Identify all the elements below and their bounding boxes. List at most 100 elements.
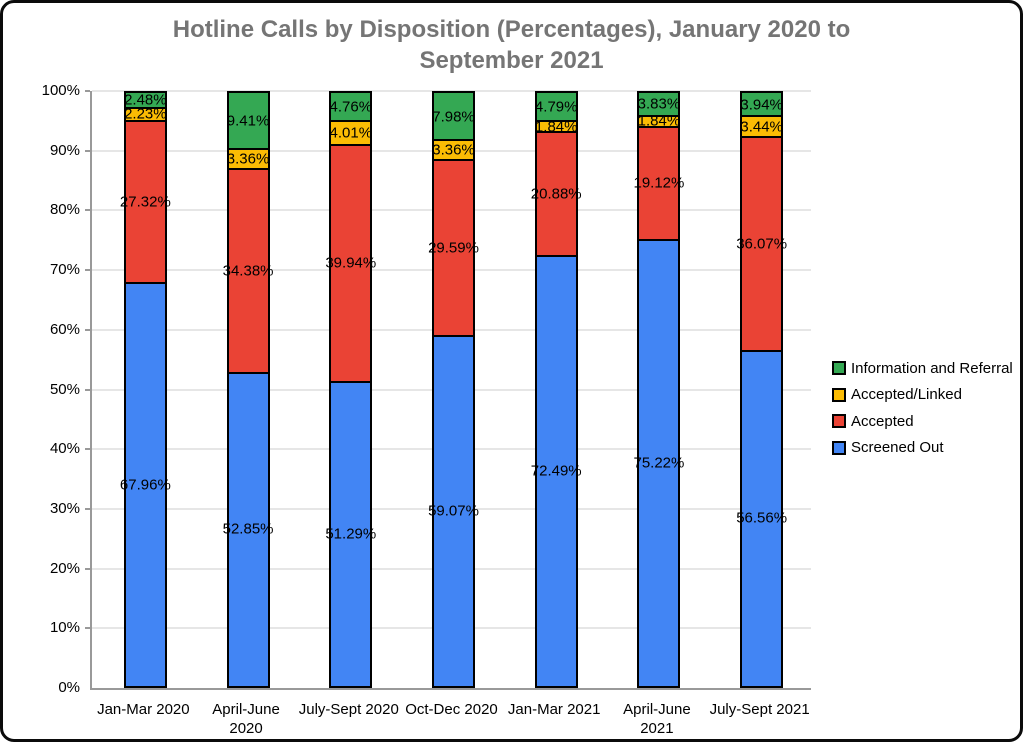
legend-label: Information and Referral — [851, 359, 1013, 377]
y-axis-label: 40% — [49, 440, 80, 458]
bar-segment — [639, 126, 679, 240]
bar-segment — [125, 283, 165, 686]
bar-segment — [228, 93, 268, 149]
bar-segment — [639, 115, 679, 127]
y-axis-label: 100% — [41, 82, 80, 99]
y-axis-label: 0% — [58, 679, 80, 696]
x-axis-label: July-Sept 2020 — [298, 701, 399, 718]
bar-data-label: 67.96% — [119, 476, 171, 493]
bar-segment — [228, 168, 268, 373]
segment-divider — [639, 238, 679, 241]
bar-data-label: 36.07% — [736, 235, 788, 253]
y-axis-tick — [85, 388, 90, 391]
bar-data-label: 19.12% — [633, 174, 685, 192]
legend-swatch-icon — [832, 387, 846, 402]
y-axis-tick — [85, 90, 90, 92]
segment-divider — [125, 106, 165, 109]
bar-segment — [639, 239, 679, 686]
bar-data-label: 59.07% — [428, 502, 479, 520]
segment-divider — [434, 334, 473, 337]
bar-segment — [742, 92, 782, 117]
bar-data-label: 29.59% — [428, 239, 479, 257]
y-axis-tick — [85, 507, 90, 510]
y-axis-label: 20% — [49, 559, 80, 577]
bar-column: 72.49% 20.88% 1.84% 4.79% — [531, 91, 582, 688]
bar-segment — [125, 93, 165, 108]
legend-label: Accepted — [851, 412, 914, 430]
y-axis-tick — [85, 209, 90, 212]
segment-divider — [228, 167, 268, 170]
legend-swatch-icon — [832, 361, 846, 376]
segment-divider — [536, 255, 576, 258]
legend: Information and Referral Accepted/Linked A… — [832, 355, 1013, 461]
bar-data-label: 56.56% — [736, 509, 788, 527]
segment-divider — [742, 349, 782, 352]
bar-data-label: 3.44% — [740, 118, 783, 136]
x-axis-label: Oct-Dec 2020 — [405, 701, 498, 718]
y-axis-label: 50% — [49, 380, 80, 398]
segment-divider — [639, 125, 679, 128]
bar-segment — [434, 335, 473, 686]
bar-column: 51.29% 39.94% 4.01% 4.76% — [325, 91, 376, 688]
bar-data-label: 4.76% — [329, 98, 373, 116]
segment-divider — [228, 147, 268, 150]
bar-data-label: 3.83% — [637, 95, 681, 113]
bar-data-label: 3.36% — [432, 141, 475, 159]
x-axis-label: Jan-Mar 2020 — [97, 701, 190, 718]
bar-segment — [536, 121, 576, 133]
legend-label: Screened Out — [851, 439, 944, 457]
y-axis-label: 10% — [49, 619, 80, 637]
legend-item: Accepted — [832, 408, 1013, 435]
bar-data-label: 3.36% — [226, 150, 270, 168]
segment-divider — [228, 371, 268, 374]
bar-data-label: 7.98% — [432, 108, 475, 126]
segment-divider — [331, 144, 371, 147]
bar-data-label: 1.84% — [534, 118, 578, 136]
bar-data-label: 9.41% — [226, 112, 270, 130]
y-axis-tick — [85, 567, 90, 570]
x-axis-label: July-Sept 2021 — [709, 701, 810, 718]
bar-data-label: 34.38% — [222, 262, 274, 280]
legend-item: Accepted/Linked — [832, 382, 1013, 409]
segment-divider — [639, 114, 679, 117]
bar-segment — [331, 381, 371, 686]
bar-column: 75.22% 19.12% 1.84% 3.83% — [633, 91, 684, 688]
bar-segment — [536, 256, 576, 686]
bar-column: 52.85% 34.38% 3.36% 9.41% — [223, 91, 274, 688]
bar-data-label: 52.85% — [222, 520, 274, 538]
bar-column: 59.07% 29.59% 3.36% 7.98% — [428, 91, 479, 688]
bar-data-label: 27.32% — [119, 193, 171, 211]
bar-segment — [228, 372, 268, 686]
bar-segment — [331, 145, 371, 382]
y-axis-tick — [85, 627, 90, 630]
legend-item: Information and Referral — [832, 355, 1013, 382]
x-axis-label: April-June 2021 — [623, 701, 691, 737]
segment-divider — [536, 131, 576, 134]
bar-data-label: 72.49% — [530, 462, 582, 480]
x-axis-label: Jan-Mar 2021 — [507, 701, 601, 718]
y-axis-tick — [85, 328, 90, 331]
bar-segment — [536, 93, 576, 122]
bar-data-label: 2.48% — [124, 91, 167, 109]
bar-segment — [742, 136, 782, 351]
bar-data-label: 39.94% — [325, 254, 377, 272]
y-axis-tick — [85, 269, 90, 272]
segment-divider — [536, 120, 576, 123]
bar-segment — [434, 93, 473, 141]
bar-data-label: 4.01% — [329, 124, 373, 142]
y-axis-label: 60% — [49, 320, 80, 338]
bar-data-label: 20.88% — [530, 185, 582, 203]
bar-segment — [434, 160, 473, 336]
bar-data-label: 75.22% — [633, 454, 685, 472]
plot-area: 67.96% 27.32% 2.23% 2.48% 52.85% 34.38% 3.36% 9… — [85, 90, 811, 690]
bar-data-label: 2.23% — [124, 105, 167, 123]
legend-item: Screened Out — [832, 435, 1013, 462]
segment-divider — [125, 282, 165, 284]
bar-data-label: 3.94% — [740, 96, 783, 114]
legend-swatch-icon — [832, 414, 846, 429]
y-axis-label: 90% — [49, 141, 80, 159]
segment-divider — [434, 159, 473, 162]
bar-segment — [228, 148, 268, 169]
y-axis-label: 70% — [49, 261, 80, 279]
segment-divider — [331, 120, 371, 123]
